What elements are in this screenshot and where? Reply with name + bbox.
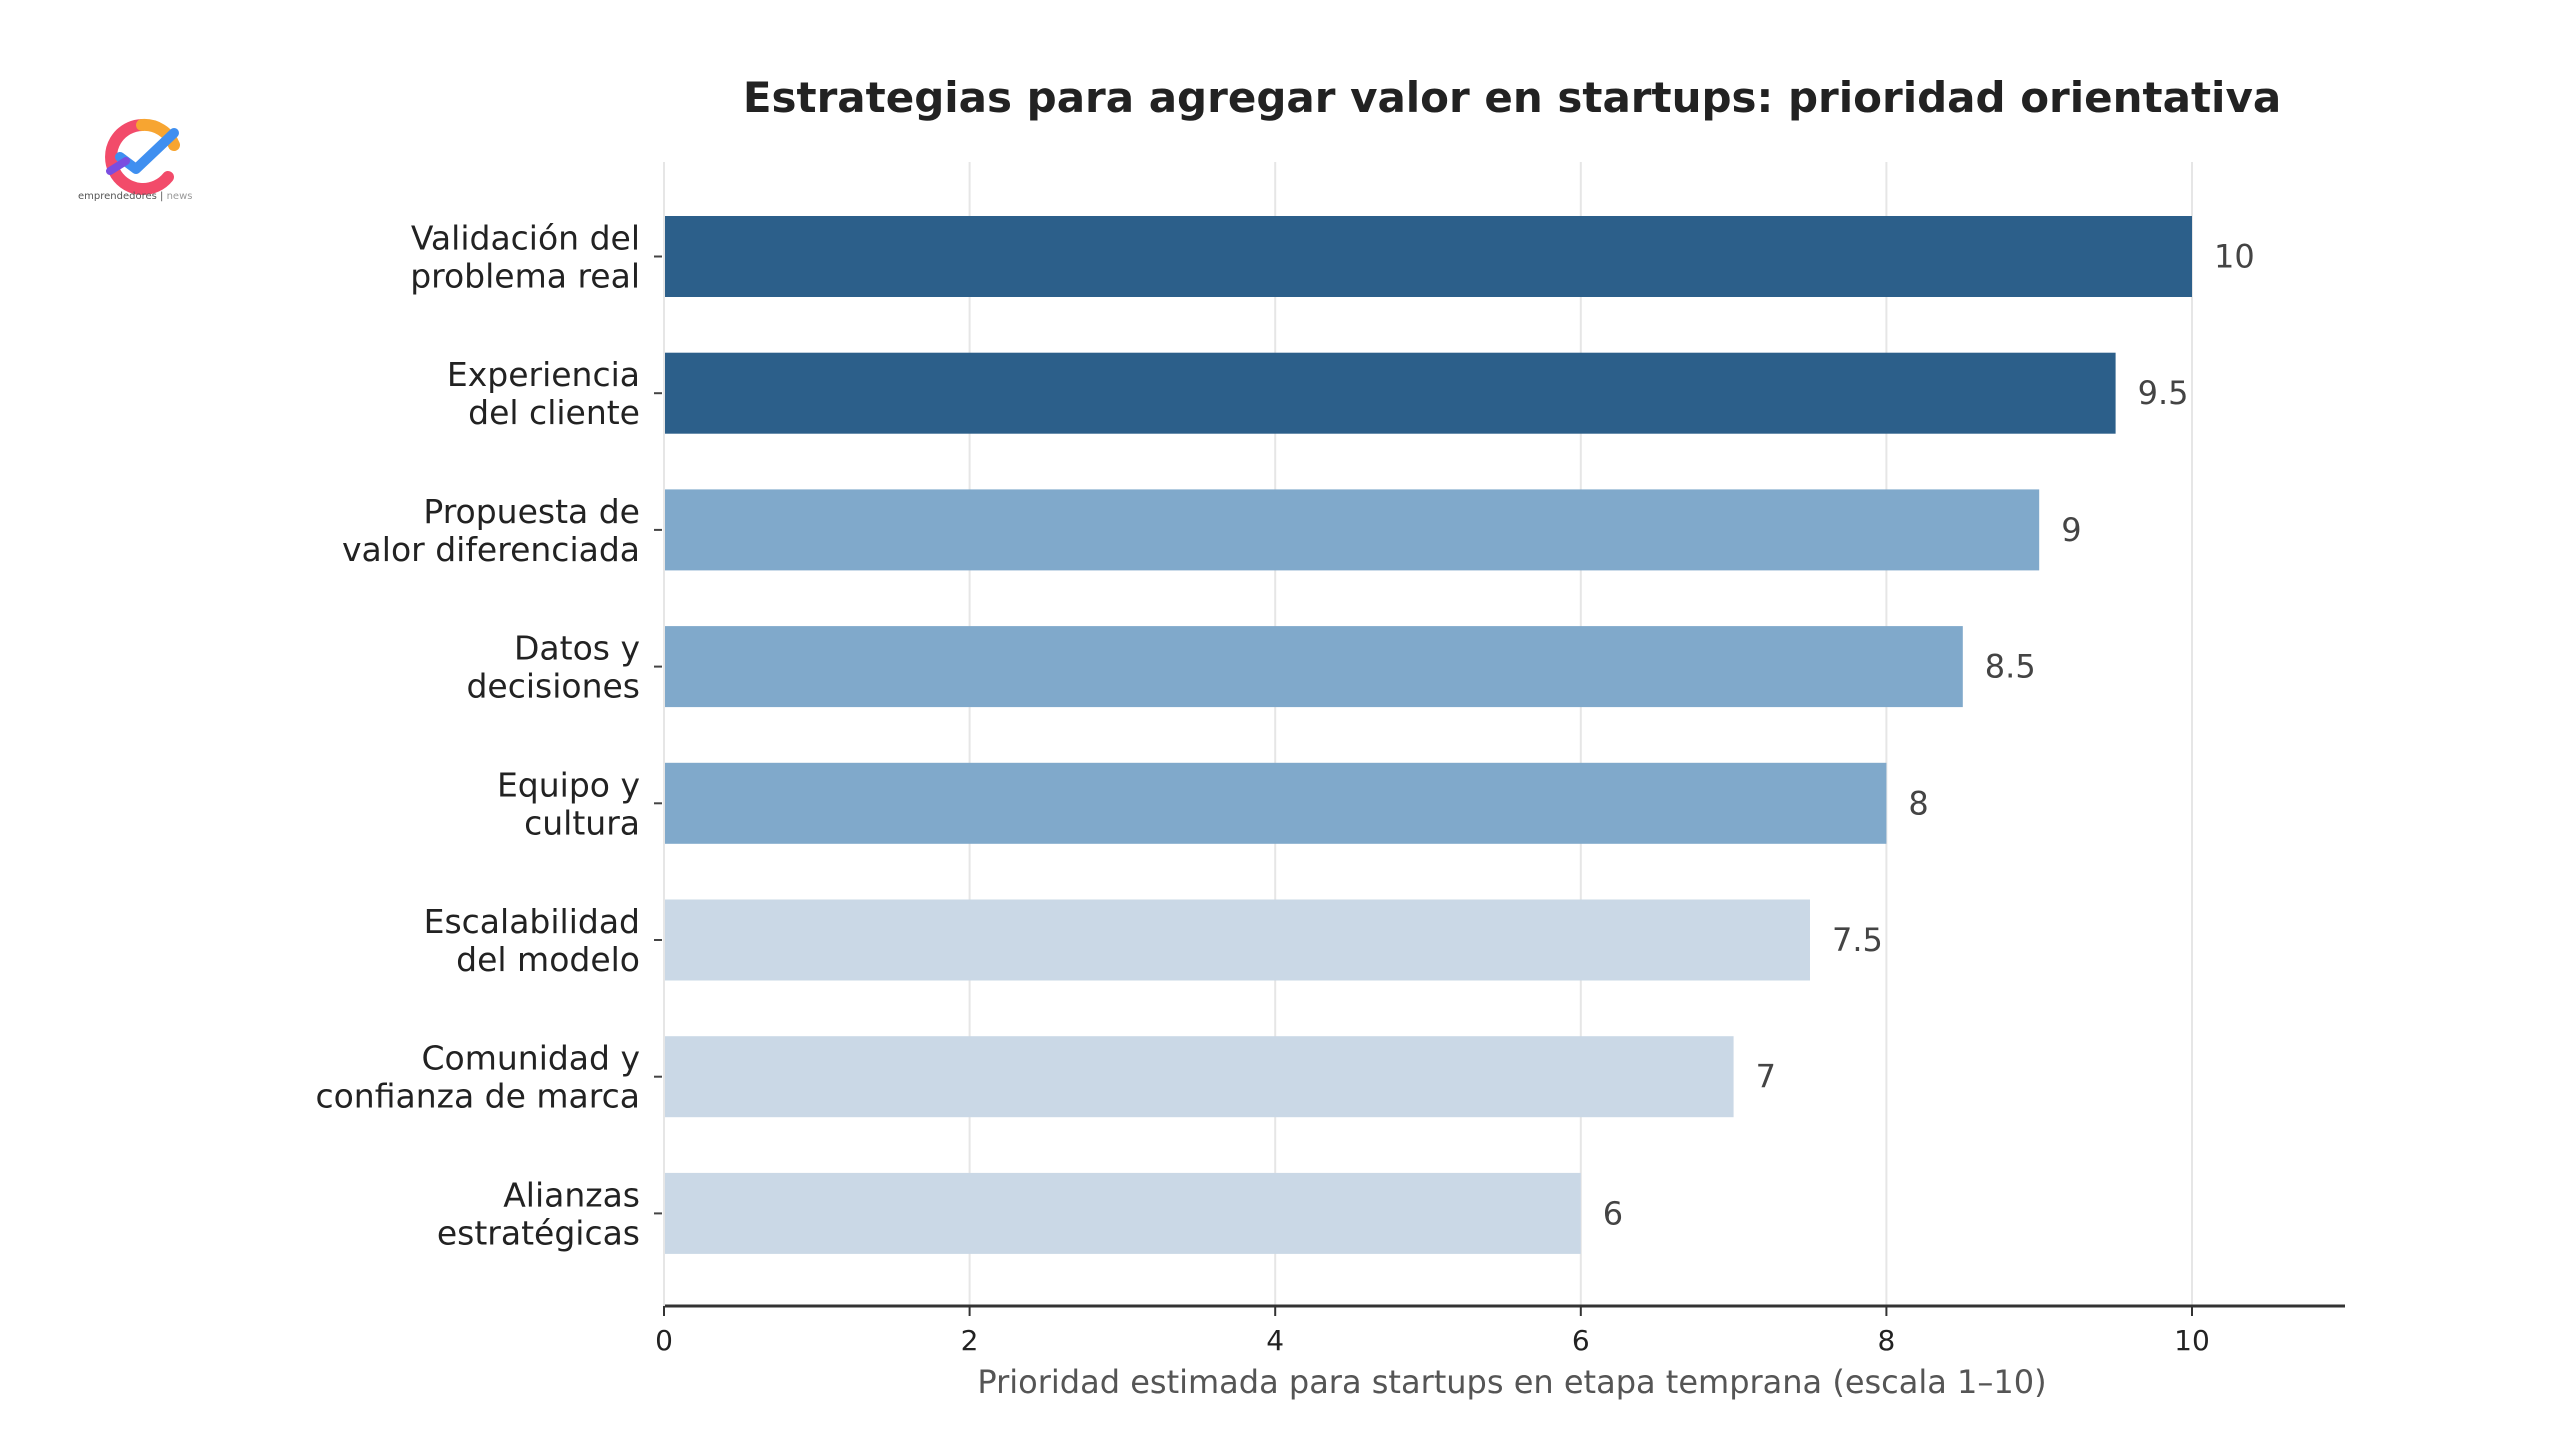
logo-text: emprendedores xyxy=(78,191,157,202)
category-label-line: estratégicas xyxy=(437,1213,640,1252)
category-label-line: Escalabilidad xyxy=(424,902,640,941)
value-label: 7.5 xyxy=(1832,921,1883,959)
bar xyxy=(664,1036,1734,1118)
value-label: 10 xyxy=(2214,238,2255,276)
category-label-line: Equipo y xyxy=(497,765,640,804)
x-tick-label: 8 xyxy=(1877,1324,1895,1357)
x-tick-label: 4 xyxy=(1266,1324,1284,1357)
bar xyxy=(664,626,1963,708)
x-tick-label: 6 xyxy=(1572,1324,1590,1357)
category-label: Experiencia del cliente xyxy=(447,355,640,432)
category-label-line: Validación del xyxy=(411,219,640,258)
category-label: Alianzas estratégicas xyxy=(437,1175,640,1252)
category-label: Validación del problema real xyxy=(410,219,640,296)
category-label: Comunidad y confianza de marca xyxy=(315,1039,640,1116)
bar xyxy=(664,762,1887,844)
x-tick-label: 10 xyxy=(2174,1324,2210,1357)
svg-text:emprendedores | news: emprendedores | news xyxy=(78,191,192,202)
logo-suffix: news xyxy=(167,191,193,202)
category-label-line: valor diferenciada xyxy=(342,530,640,569)
category-label-line: cultura xyxy=(524,803,640,842)
category-label-line: Comunidad y xyxy=(421,1039,640,1078)
value-label: 8.5 xyxy=(1985,648,2036,686)
category-label-line: del cliente xyxy=(468,393,640,432)
category-label-line: Alianzas xyxy=(503,1175,640,1214)
category-label-line: Experiencia xyxy=(447,355,640,394)
bar xyxy=(664,489,2040,571)
value-label: 9.5 xyxy=(2138,374,2189,412)
category-label: Propuesta de valor diferenciada xyxy=(342,492,640,569)
emprendedores-news-logo: emprendedores | news xyxy=(78,118,192,202)
category-label: Equipo y cultura xyxy=(497,765,640,842)
bar xyxy=(664,899,1810,981)
category-label-line: problema real xyxy=(410,257,640,296)
x-axis-label: Prioridad estimada para startups en etap… xyxy=(977,1363,2046,1401)
bars xyxy=(664,216,2192,1254)
chart-title: Estrategias para agregar valor en startu… xyxy=(743,73,2281,122)
category-label-line: decisiones xyxy=(466,667,640,706)
bar xyxy=(664,352,2116,434)
grid-lines xyxy=(663,162,2193,1306)
category-label-line: confianza de marca xyxy=(315,1077,640,1116)
value-labels: 10 9.5 9 8.5 8 7.5 7 6 xyxy=(1603,238,2255,1233)
value-label: 9 xyxy=(2061,511,2081,549)
value-label: 8 xyxy=(1908,784,1928,822)
bar xyxy=(664,1172,1581,1254)
category-label: Escalabilidad del modelo xyxy=(424,902,640,979)
x-tick-label: 0 xyxy=(655,1324,673,1357)
category-label-line: del modelo xyxy=(456,940,640,979)
category-label: Datos y decisiones xyxy=(466,629,640,706)
value-label: 7 xyxy=(1756,1058,1776,1096)
category-label-line: Datos y xyxy=(514,629,640,668)
category-label-line: Propuesta de xyxy=(423,492,640,531)
x-tick-label: 2 xyxy=(961,1324,979,1357)
x-axis: 0 2 4 6 8 10 xyxy=(655,162,2345,1357)
value-label: 6 xyxy=(1603,1194,1623,1232)
bar xyxy=(664,216,2192,297)
